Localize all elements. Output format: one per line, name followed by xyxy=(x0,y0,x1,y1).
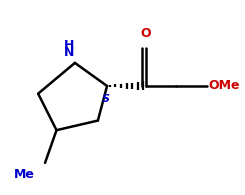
Text: Me: Me xyxy=(14,168,35,181)
Text: S: S xyxy=(102,94,110,104)
Text: O: O xyxy=(141,27,151,40)
Text: OMe: OMe xyxy=(208,80,240,92)
Text: N: N xyxy=(64,46,74,59)
Text: H: H xyxy=(64,39,74,52)
